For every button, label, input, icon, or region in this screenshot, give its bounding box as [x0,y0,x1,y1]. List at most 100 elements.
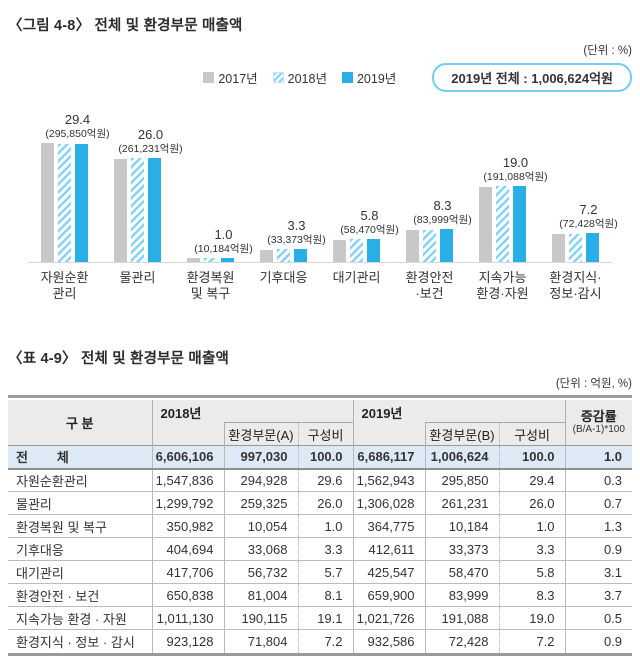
chart-group: 29.4 (295,850억원) [28,112,110,262]
row-cell: 72,428 [424,629,500,653]
row-cell: 26.0 [498,491,566,515]
bar-2019 [148,158,161,262]
row-cell: 412,611 [352,537,426,561]
bar-2017 [479,187,492,262]
row-cell: 1.0 [297,514,354,538]
bar-amount-label: (295,850억원) [45,127,110,140]
bar-percent-label: 7.2 [579,202,598,218]
category-label: 환경안전 ·보건 [405,270,454,302]
table-body: 전 체 6,606,106 997,030 100.0 6,686,117 1,006,6… [8,445,633,653]
row-cell: 1,011,130 [151,606,224,630]
chart-group: 5.8 (58,470억원) [320,208,399,262]
table-row: 기후대응 404,694 33,068 3.3 412,611 33,373 3.3 0.9 [8,537,633,561]
bar-amount-label: (72,428억원) [559,217,618,230]
row-cell: 425,547 [352,560,426,584]
row-cell: 29.6 [297,468,354,492]
row-label: 기후대응 [8,537,152,561]
row-cell: 5.7 [297,560,354,584]
row-cell: 7.2 [297,629,354,653]
bar-group [114,158,161,262]
legend-item-2019: 2019년 [341,68,396,87]
bar-2018 [277,249,290,262]
header-ratio-b: 구성비 [498,422,566,446]
row-cell: 0.9 [564,537,633,561]
row-cell: 650,838 [151,583,224,607]
table-row: 환경지식 · 정보 · 감시 923,128 71,804 7.2 932,586 72,… [8,629,633,653]
bar-group [406,229,453,262]
row-cell: 33,373 [424,537,500,561]
bar-2019 [367,239,380,262]
row-cell: 3.7 [564,583,633,607]
bar-2019 [221,258,234,262]
bar-2017 [406,230,419,262]
bar-2018 [58,144,71,262]
bar-2018 [204,258,217,262]
header-ratio-a: 구성비 [297,422,354,446]
data-table: 구 분 2018년 2019년 증감률 (B/A-1)*100 환경부문(A) … [8,399,633,653]
bar-2018 [131,158,144,262]
figure-section: 〈그림 4-8〉 전체 및 환경부문 매출액 (단위 : %) 2017년 201… [8,14,632,303]
table-row: 지속가능 환경 · 자원 1,011,130 190,115 19.1 1,021,72… [8,606,633,630]
bar-amount-label: (191,088억원) [483,170,548,183]
chart-group: 1.0 (10,184억원) [174,227,253,262]
bar-amount-label: (261,231억원) [118,142,183,155]
chart-group: 26.0 (261,231억원) [101,127,183,262]
bar-2019 [440,229,453,262]
chart-group: 19.0 (191,088억원) [466,155,548,262]
row-cell: 404,694 [151,537,224,561]
header-2018-total-spacer [152,422,224,446]
row-label: 대기관리 [8,560,152,584]
bar-group [479,186,526,262]
bar-2018 [423,230,436,262]
category-label: 환경복원 및 복구 [186,270,235,302]
total-2019-badge: 2019년 전체 : 1,006,624억원 [432,62,632,92]
bar-chart: 29.4 (295,850억원) 26.0 (261,231억원) 1.0 (10,184… [28,106,618,303]
row-cell: 10,184 [424,514,500,538]
row-cell: 659,900 [352,583,426,607]
row-cell: 83,999 [424,583,500,607]
bar-value-label: 29.4 (295,850억원) [45,112,109,140]
row-cell: 997,030 [223,445,298,470]
bar-group [333,239,380,262]
bar-value-label: 7.2 (72,428억원) [559,202,617,230]
bar-value-label: 3.3 (33,373억원) [267,218,325,246]
bar-group [187,258,234,262]
bar-value-label: 1.0 (10,184억원) [194,227,252,255]
row-label: 물관리 [8,491,152,515]
row-cell: 1,021,726 [352,606,426,630]
table-header: 구 분 2018년 2019년 증감률 (B/A-1)*100 환경부문(A) … [8,399,633,446]
bar-2019 [75,144,88,262]
legend-item-2018: 2018년 [272,68,327,87]
row-cell: 33,068 [223,537,298,561]
gray-square-icon [203,71,215,83]
chart-group: 8.3 (83,999억원) [393,198,472,262]
row-cell: 19.1 [297,606,354,630]
legend-item-2017: 2017년 [203,68,258,87]
category-label: 대기관리 [332,270,381,285]
row-cell: 100.0 [498,445,566,470]
row-cell: 0.7 [564,491,633,515]
bar-2018 [569,234,582,262]
row-label: 전 체 [8,445,152,470]
bar-percent-label: 8.3 [433,198,452,214]
row-label: 지속가능 환경 · 자원 [8,606,152,630]
blue-square-icon [341,71,353,83]
table-row: 대기관리 417,706 56,732 5.7 425,547 58,470 5.8 3.1 [8,560,633,584]
chart-legend: 2017년 2018년 2019년 [203,68,396,87]
legend-label: 2017년 [218,71,258,86]
row-cell: 81,004 [223,583,298,607]
bar-percent-label: 5.8 [360,208,379,224]
table-row: 물관리 1,299,792 259,325 26.0 1,306,028 261,231 2… [8,491,633,515]
row-cell: 417,706 [151,560,224,584]
bar-2019 [586,233,599,262]
bar-2017 [260,250,273,262]
category-label: 기후대응 [259,270,308,285]
row-cell: 0.5 [564,606,633,630]
header-change-rate: 증감률 (B/A-1)*100 [564,399,633,446]
bar-2017 [114,159,127,262]
row-cell: 6,606,106 [151,445,224,470]
category-label: 지속가능 환경·자원 [476,270,529,302]
bar-amount-label: (10,184억원) [194,242,253,255]
header-change-rate-formula: (B/A-1)*100 [572,423,625,435]
chart-plot-area: 29.4 (295,850억원) 26.0 (261,231억원) 1.0 (10,184… [28,106,618,263]
